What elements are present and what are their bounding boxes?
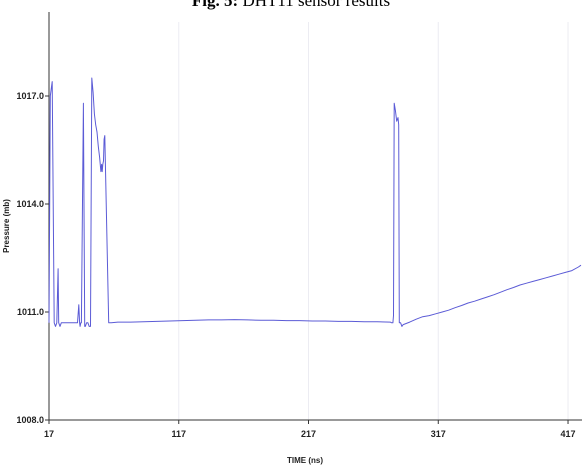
x-tick-label: 17 — [44, 429, 54, 439]
x-tick-label: 117 — [171, 429, 186, 439]
axes — [48, 12, 582, 421]
figure-title: DHT11 sensor results — [242, 0, 391, 10]
y-ticks: 1008.0 1011.0 1014.0 1017.0 — [16, 91, 49, 425]
x-ticks: 17 117 217 317 417 — [44, 420, 576, 439]
series-group — [48, 77, 582, 327]
grid-lines — [178, 22, 569, 420]
x-tick-label: 217 — [301, 429, 316, 439]
y-tick-label: 1011.0 — [17, 307, 44, 317]
y-axis-label: Pressure (mb) — [2, 199, 11, 253]
x-tick-label: 317 — [431, 429, 446, 439]
figure-label: Fig. 5: — [191, 0, 239, 10]
y-tick-label: 1014.0 — [16, 199, 44, 209]
x-axis-label: TIME (ns) — [287, 456, 323, 465]
figure-caption: Fig. 5: DHT11 sensor results — [0, 0, 582, 11]
x-tick-label: 417 — [561, 429, 576, 439]
y-tick-label: 1008.0 — [16, 415, 44, 425]
y-tick-label: 1017.0 — [16, 91, 44, 101]
series-line — [48, 77, 582, 327]
